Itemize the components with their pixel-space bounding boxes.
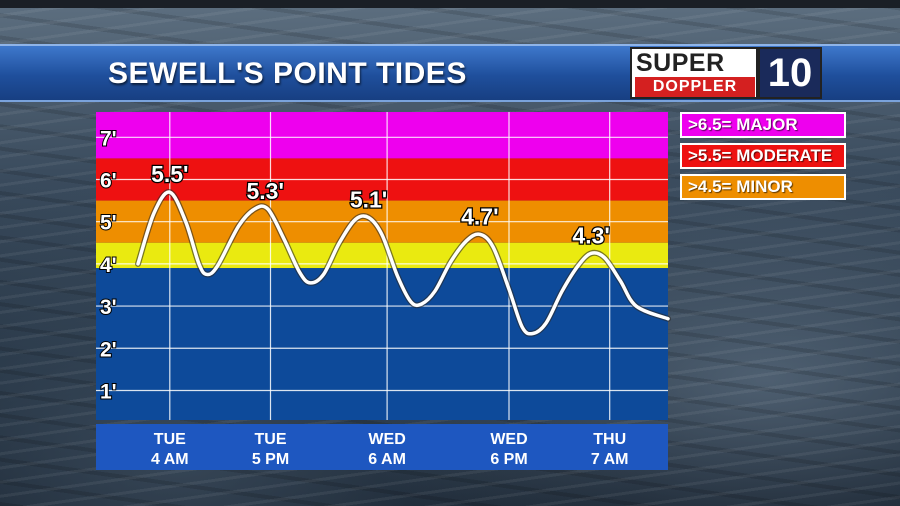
x-tick-label-day: TUE xyxy=(154,431,186,448)
y-tick-label: 7' xyxy=(100,127,117,150)
top-edge-bar xyxy=(0,0,900,8)
tide-series xyxy=(135,189,671,337)
peak-label: 4.3' xyxy=(572,222,609,248)
logo-super-text: SUPER xyxy=(636,49,725,77)
peak-labels: 5.5' 5.3' 5.1' 4.7' 4.3' xyxy=(150,160,611,250)
logo-doppler-text: DOPPLER xyxy=(635,77,755,97)
peak-label: 4.7' xyxy=(461,203,498,229)
logo-channel-badge: 10 xyxy=(758,47,822,99)
x-axis-band-fill xyxy=(96,424,668,470)
y-tick-label: 6' xyxy=(100,170,117,193)
x-tick-label-time: 6 AM xyxy=(368,451,406,468)
x-axis-band xyxy=(96,424,668,470)
x-tick-label-day: WED xyxy=(490,431,527,448)
y-tick-label: 5' xyxy=(100,212,117,235)
flood-stage-bands xyxy=(96,112,668,420)
tide-line xyxy=(136,190,670,336)
y-tick-label: 2' xyxy=(100,338,117,361)
x-tick-label-time: 6 PM xyxy=(490,451,527,468)
y-tick-label: 4' xyxy=(100,254,117,277)
peak-label: 5.1' xyxy=(350,186,387,212)
y-axis-tick-labels: 1' 2' 3' 4' 5' 6' 7' xyxy=(99,126,118,404)
x-tick-label-time: 5 PM xyxy=(252,451,289,468)
legend-item-major: >6.5= MAJOR xyxy=(680,112,846,138)
peak-label: 5.5' xyxy=(151,161,188,187)
x-tick-label-time: 4 AM xyxy=(151,451,189,468)
x-tick-label-day: TUE xyxy=(255,431,287,448)
x-tick-label-day: THU xyxy=(593,431,626,448)
station-logo: SUPER DOPPLER 10 xyxy=(630,47,822,99)
y-tick-label: 1' xyxy=(100,380,117,403)
chart-grid xyxy=(96,112,668,420)
band-normal xyxy=(96,268,668,420)
y-tick-label: 3' xyxy=(100,296,117,319)
peak-label: 5.3' xyxy=(246,178,283,204)
x-tick-label-day: WED xyxy=(368,431,405,448)
logo-wordmark: SUPER DOPPLER xyxy=(630,47,758,99)
x-tick-label-time: 7 AM xyxy=(591,451,629,468)
x-axis-tick-labels: TUE 4 AM TUE 5 PM WED 6 AM WED 6 PM THU 7 AM xyxy=(151,431,629,468)
chart-title: SEWELL'S POINT TIDES xyxy=(108,57,467,90)
legend-item-moderate: >5.5= MODERATE xyxy=(680,143,846,169)
band-major xyxy=(96,112,668,159)
legend-item-minor: >4.5= MINOR xyxy=(680,174,846,200)
